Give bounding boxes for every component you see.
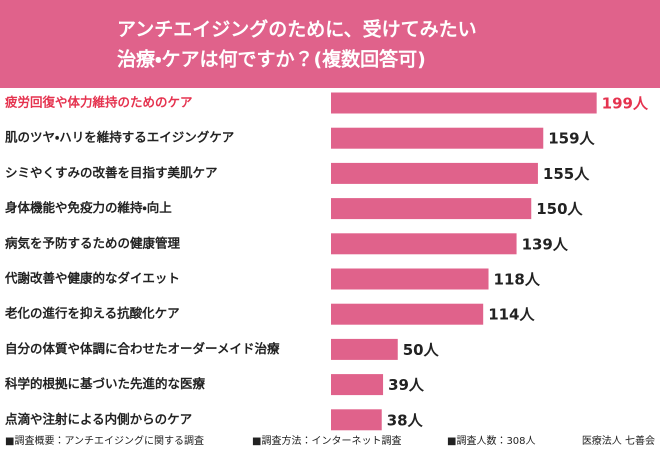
value-label: 159人 xyxy=(548,130,595,148)
value-label: 139人 xyxy=(522,235,569,253)
value-label: 39人 xyxy=(388,376,425,394)
bar xyxy=(331,233,517,255)
category-label: 点滴や注射による内側からのケア xyxy=(5,411,192,426)
bar xyxy=(331,303,484,325)
bar xyxy=(331,338,398,360)
category-label: 疲労回復や体力維持のためのケア xyxy=(5,95,193,110)
bar xyxy=(331,92,597,114)
header-band xyxy=(0,0,660,88)
value-label: 199人 xyxy=(602,95,649,113)
category-label: 身体機能や免疫力の維持・向上 xyxy=(5,200,172,215)
footnote: ■調査概要：アンチエイジングに関する調査 xyxy=(5,434,204,447)
value-label: 118人 xyxy=(494,271,541,289)
value-label: 38人 xyxy=(387,411,424,429)
value-label: 114人 xyxy=(488,306,535,324)
category-label: 病気を予防するための健康管理 xyxy=(5,235,181,250)
chart-title: 治療・ケアは何ですか？(複数回答可) xyxy=(117,48,426,71)
category-label: シミやくすみの改善を目指す美肌ケア xyxy=(5,165,218,180)
bar xyxy=(331,198,532,220)
bar xyxy=(331,409,382,431)
source: 医療法人 七善会 xyxy=(582,434,655,447)
value-label: 50人 xyxy=(403,341,440,359)
category-label: 科学的根拠に基づいた先進的な医療 xyxy=(5,376,206,391)
value-label: 150人 xyxy=(536,200,583,218)
bar xyxy=(331,162,538,184)
value-label: 155人 xyxy=(543,165,590,183)
bar xyxy=(331,268,489,290)
category-label: 肌のツヤ・ハリを維持するエイジングケア xyxy=(4,130,234,145)
bar xyxy=(331,374,384,396)
category-label: 老化の進行を抑える抗酸化ケア xyxy=(4,306,180,321)
chart-title: アンチエイジングのために、受けてみたい xyxy=(117,18,477,41)
footnote: ■調査人数：308人 xyxy=(447,434,536,447)
footnote: ■調査方法：インターネット調査 xyxy=(252,434,401,447)
bar xyxy=(331,127,544,149)
category-label: 自分の体質や体調に合わせたオーダーメイド治療 xyxy=(5,341,280,356)
category-label: 代謝改善や健康的なダイエット xyxy=(4,271,180,286)
